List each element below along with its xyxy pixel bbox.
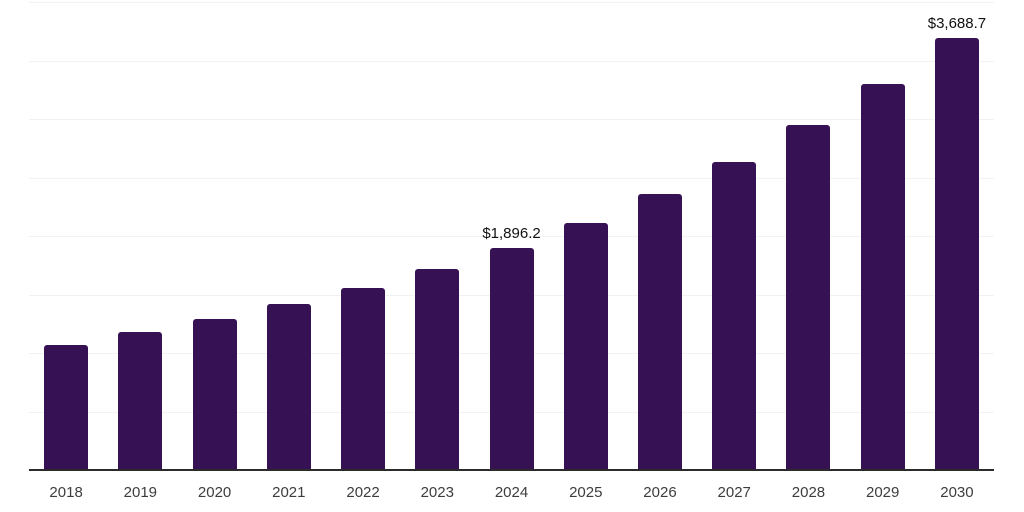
gridline-2500 <box>29 178 994 179</box>
bar-2022 <box>341 288 386 470</box>
value-label-2024: $1,896.2 <box>482 225 541 242</box>
gridline-4000 <box>29 2 994 3</box>
bar-slot-2027 <box>697 2 771 470</box>
bar-2024 <box>489 248 534 470</box>
x-tick-2019: 2019 <box>123 484 158 501</box>
x-tick-2029: 2029 <box>866 484 900 501</box>
value-label-2030: $3,688.7 <box>927 15 987 32</box>
x-tick-2027: 2027 <box>717 484 751 501</box>
x-tick-2022: 2022 <box>346 484 380 501</box>
bar-2020 <box>192 319 237 470</box>
bar-slot-2028 <box>771 2 845 470</box>
x-axis-labels: 2018 2019 2020 2021 2022 2023 2024 2025 2026 2027… <box>29 484 994 502</box>
bar-2023 <box>415 269 460 470</box>
bar-slot-2022 <box>326 2 400 470</box>
x-tick-2023: 2023 <box>420 484 454 501</box>
bar-slot-2029 <box>846 2 920 470</box>
bar-slot-2023 <box>400 2 474 470</box>
gridline-2000 <box>29 236 994 237</box>
bar-2019 <box>118 332 163 470</box>
bar-slot-2020 <box>177 2 251 470</box>
bar-slot-2030: $3,688.7 <box>920 2 994 470</box>
bar-2026 <box>637 194 682 470</box>
x-tick-2018: 2018 <box>49 484 83 501</box>
x-tick-2020: 2020 <box>197 484 232 501</box>
bar-2030 <box>934 38 979 470</box>
bars-container: $1,896.2 $3,688.7 <box>29 2 994 470</box>
gridline-3000 <box>29 119 994 120</box>
x-axis-line <box>29 469 994 471</box>
bar-2027 <box>712 162 757 470</box>
gridline-3500 <box>29 61 994 62</box>
bar-slot-2019 <box>103 2 177 470</box>
x-tick-2021: 2021 <box>272 484 306 501</box>
bar-2021 <box>266 304 311 470</box>
x-tick-2026: 2026 <box>643 484 677 501</box>
bar-slot-2018 <box>29 2 103 470</box>
bar-2025 <box>563 223 608 470</box>
bar-slot-2021 <box>252 2 326 470</box>
plot-area: $1,896.2 $3,688.7 <box>29 2 994 471</box>
x-tick-2025: 2025 <box>569 484 603 501</box>
bar-2018 <box>44 345 89 470</box>
bar-slot-2025 <box>549 2 623 470</box>
bar-slot-2024: $1,896.2 <box>474 2 548 470</box>
x-tick-2024: 2024 <box>494 484 529 501</box>
bar-slot-2026 <box>623 2 697 470</box>
bar-2029 <box>860 84 905 470</box>
x-tick-2030: 2030 <box>940 484 974 501</box>
bar-2028 <box>786 125 831 470</box>
x-tick-2028: 2028 <box>791 484 826 501</box>
